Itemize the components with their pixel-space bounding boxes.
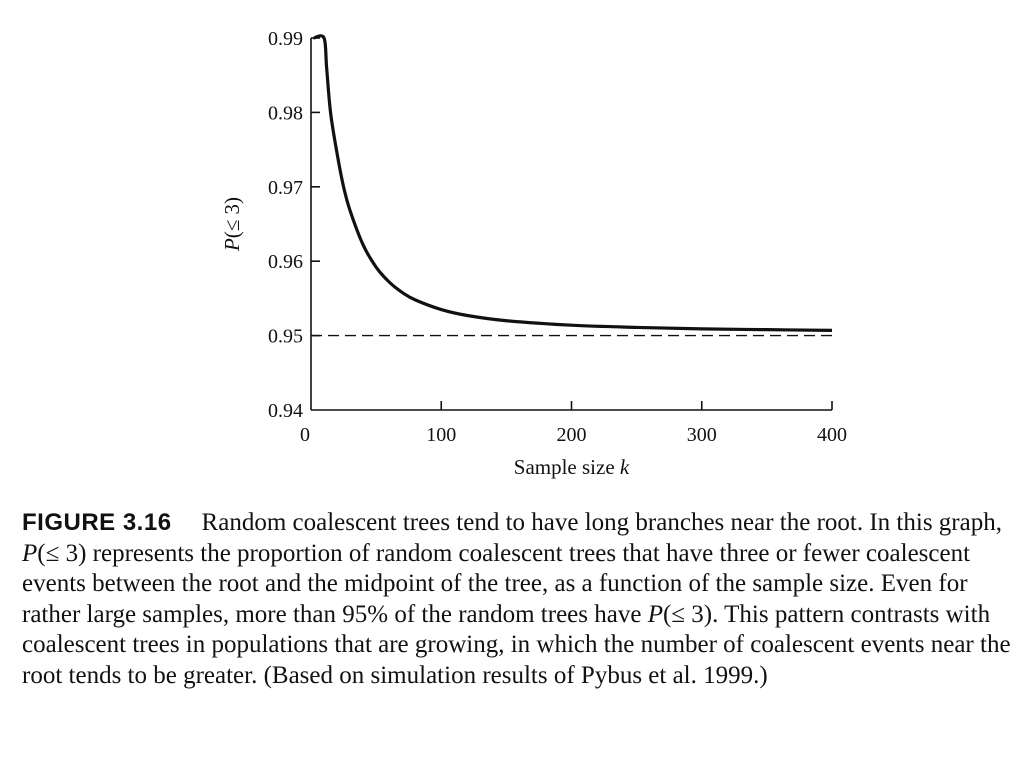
y-tick-label: 0.99 xyxy=(268,28,303,50)
y-tick-label: 0.98 xyxy=(268,102,303,124)
series-line xyxy=(313,34,833,332)
y-tick-label: 0.97 xyxy=(268,177,303,199)
caption-segment: Random coalescent trees tend to have lon… xyxy=(201,509,1002,536)
y-tick-label: 0.95 xyxy=(268,326,303,348)
x-tick-label: 200 xyxy=(557,424,587,446)
x-tick-label: 300 xyxy=(687,424,717,446)
x-tick-label: 400 xyxy=(817,424,847,446)
y-tick-label: 0.96 xyxy=(268,251,303,273)
y-ticks: 0.94 0.95 0.96 0.97 0.98 0.99 xyxy=(268,28,320,422)
caption-segment: (≤ 3) represents the proportion of rando… xyxy=(22,539,971,628)
x-ticks: 0 100 200 300 400 xyxy=(300,401,847,446)
figure-label: FIGURE 3.16 xyxy=(22,509,172,536)
y-tick-label: 0.94 xyxy=(268,400,303,422)
x-tick-label: 0 xyxy=(300,424,310,446)
chart: 0.94 0.95 0.96 0.97 0.98 0.99 0 100 200 300 400 S… xyxy=(220,28,847,479)
x-axis-label: Sample size k xyxy=(514,455,630,479)
figure-caption: FIGURE 3.16 Random coalescent trees tend … xyxy=(22,508,1017,691)
caption-variable: P xyxy=(22,539,38,567)
x-tick-label: 100 xyxy=(426,424,456,446)
caption-text: Random coalescent trees tend to have lon… xyxy=(22,509,1011,689)
series-group xyxy=(311,34,833,337)
caption-segment: (≤ 3). This pattern contrasts with coale… xyxy=(22,600,1011,689)
axes xyxy=(310,38,832,411)
caption-variable: P xyxy=(647,600,663,628)
y-axis-label: P(≤ 3) xyxy=(220,197,244,252)
